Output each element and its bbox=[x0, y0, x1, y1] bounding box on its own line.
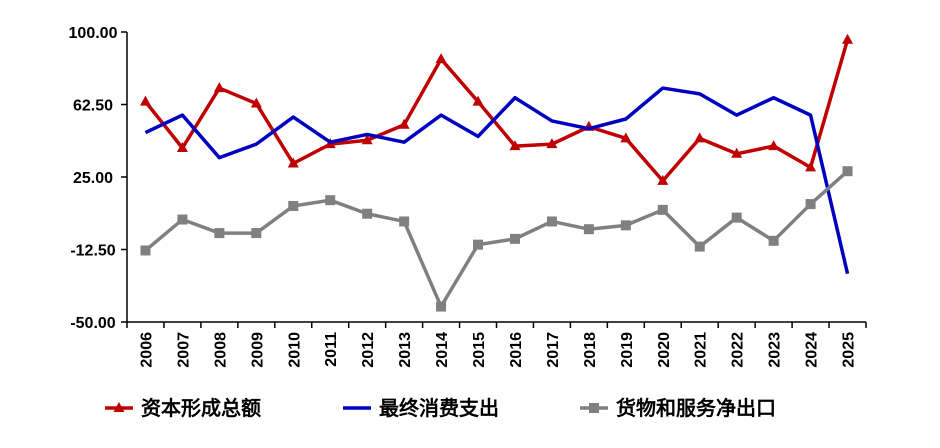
series-line bbox=[144, 169, 849, 309]
data-point bbox=[177, 214, 188, 225]
data-point bbox=[509, 140, 521, 151]
y-tick-label: -50.00 bbox=[70, 315, 115, 332]
legend-label: 货物和服务净出口 bbox=[616, 396, 776, 420]
x-tick-label: 2020 bbox=[656, 332, 673, 368]
data-point bbox=[435, 53, 447, 64]
data-point bbox=[436, 301, 447, 312]
x-axis-ticks: 2006 2007 2008 2009 2010 2011 2012 2013 2014 2015… bbox=[126, 322, 867, 368]
x-tick-label: 2017 bbox=[545, 332, 562, 368]
y-tick-label: 25.00 bbox=[73, 170, 113, 187]
data-point bbox=[620, 220, 631, 231]
x-tick-label: 2008 bbox=[212, 332, 229, 368]
x-tick-label: 2007 bbox=[175, 332, 192, 368]
x-tick-label: 2012 bbox=[360, 332, 377, 368]
data-point bbox=[731, 212, 742, 223]
data-point bbox=[287, 157, 299, 168]
y-axis-ticks: 100.00 62.50 25.00 -12.50 -50.00 bbox=[69, 25, 127, 332]
data-point bbox=[399, 216, 410, 227]
data-point bbox=[250, 97, 262, 108]
series-2 bbox=[144, 86, 850, 275]
legend-item-2: 最终消费支出 bbox=[343, 396, 499, 420]
legend-item-3: 货物和服务净出口 bbox=[580, 396, 776, 420]
x-tick-label: 2018 bbox=[582, 332, 599, 368]
legend-item-1: 资本形成总额 bbox=[105, 396, 261, 420]
y-tick-label: -12.50 bbox=[70, 243, 115, 260]
data-point bbox=[325, 195, 336, 206]
x-tick-label: 2023 bbox=[767, 332, 784, 368]
data-point bbox=[805, 161, 817, 172]
legend: 资本形成总额 最终消费支出 货物和服务净出口 bbox=[105, 396, 776, 420]
legend-label: 最终消费支出 bbox=[379, 396, 499, 420]
data-point bbox=[176, 142, 188, 152]
x-tick-label: 2009 bbox=[249, 332, 266, 368]
series-1 bbox=[139, 33, 854, 185]
data-point bbox=[398, 118, 410, 129]
data-point bbox=[768, 235, 779, 246]
y-tick-label: 62.50 bbox=[73, 98, 113, 115]
x-tick-label: 2019 bbox=[619, 332, 636, 368]
data-point bbox=[509, 233, 520, 244]
data-point bbox=[472, 95, 484, 106]
data-point bbox=[842, 33, 854, 44]
data-point bbox=[546, 138, 558, 149]
data-point bbox=[546, 216, 557, 227]
data-point bbox=[768, 140, 780, 151]
data-point bbox=[214, 228, 225, 239]
x-tick-label: 2010 bbox=[286, 332, 303, 368]
data-point bbox=[842, 166, 853, 177]
series-line bbox=[144, 86, 850, 275]
data-point bbox=[694, 132, 706, 143]
series-3 bbox=[140, 166, 853, 312]
x-tick-label: 2022 bbox=[730, 332, 747, 368]
data-point bbox=[731, 147, 743, 158]
series-lines bbox=[139, 33, 854, 312]
legend-swatch-marker bbox=[589, 403, 599, 413]
x-tick-label: 2013 bbox=[397, 332, 414, 368]
axes bbox=[126, 32, 866, 323]
x-tick-label: 2024 bbox=[804, 332, 821, 368]
data-point bbox=[620, 132, 632, 143]
data-point bbox=[657, 204, 668, 215]
legend-swatch-marker bbox=[113, 402, 125, 412]
data-point bbox=[361, 134, 373, 145]
data-point bbox=[213, 82, 225, 93]
data-point bbox=[288, 201, 299, 211]
data-point bbox=[694, 241, 705, 252]
data-point bbox=[140, 245, 151, 256]
data-point bbox=[251, 228, 262, 239]
x-tick-label: 2021 bbox=[693, 332, 710, 368]
x-tick-label: 2025 bbox=[841, 332, 858, 368]
legend-label: 资本形成总额 bbox=[141, 396, 261, 420]
data-point bbox=[805, 199, 816, 210]
y-tick-label: 100.00 bbox=[69, 25, 118, 42]
x-tick-label: 2016 bbox=[508, 332, 525, 368]
x-tick-label: 2011 bbox=[323, 332, 340, 367]
data-point bbox=[139, 95, 151, 106]
x-tick-label: 2006 bbox=[138, 332, 155, 368]
data-point bbox=[362, 208, 373, 219]
x-tick-label: 2015 bbox=[471, 332, 488, 368]
data-point bbox=[473, 239, 484, 250]
x-tick-label: 2014 bbox=[434, 332, 451, 368]
data-point bbox=[583, 224, 594, 235]
series-line bbox=[144, 39, 850, 183]
data-point bbox=[657, 174, 669, 185]
